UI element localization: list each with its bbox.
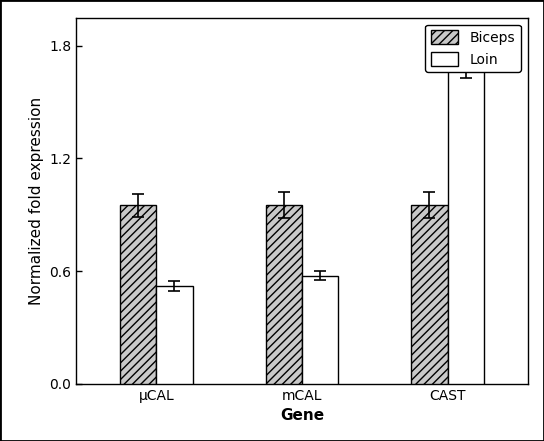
Bar (448, 61, 484, 384)
Bar (411, 206, 448, 384)
Bar (120, 206, 156, 384)
Bar (302, 276, 338, 384)
X-axis label: Gene: Gene (280, 408, 324, 423)
Bar (265, 206, 302, 384)
Y-axis label: Normalized fold expression: Normalized fold expression (29, 97, 44, 305)
Bar (156, 286, 193, 384)
Legend: Biceps, Loin: Biceps, Loin (425, 25, 521, 72)
